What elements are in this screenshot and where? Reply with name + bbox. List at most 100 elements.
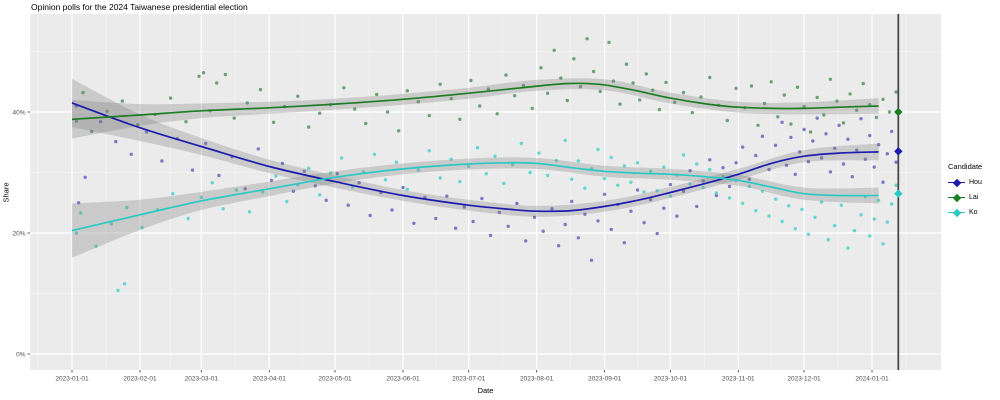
poll-point: [221, 207, 225, 211]
poll-point: [396, 129, 401, 133]
poll-point: [357, 181, 361, 185]
poll-point: [806, 232, 811, 236]
result-marker-ko: [894, 189, 903, 198]
poll-point: [596, 147, 600, 152]
poll-point: [852, 228, 857, 233]
poll-point: [296, 94, 300, 99]
poll-point: [841, 162, 846, 166]
poll-point: [545, 91, 550, 95]
poll-point: [690, 110, 694, 115]
poll-point: [815, 95, 819, 100]
poll-point: [291, 189, 296, 193]
poll-point: [793, 227, 797, 231]
x-tick-label: 2023-12-01: [787, 376, 821, 383]
poll-point: [754, 208, 758, 213]
poll-point: [583, 212, 587, 216]
poll-point: [881, 97, 885, 102]
poll-point: [855, 148, 859, 152]
poll-point: [184, 120, 188, 124]
poll-point: [307, 166, 311, 170]
poll-point: [521, 83, 526, 88]
poll-point: [635, 188, 640, 192]
poll-point: [846, 137, 850, 141]
poll-point: [563, 222, 567, 227]
poll-point: [245, 101, 249, 105]
poll-point: [657, 107, 662, 112]
poll-point: [793, 172, 797, 176]
poll-point: [741, 145, 745, 149]
y-tick-label: 20%: [12, 230, 25, 237]
confidence-ribbon-lai: [72, 78, 879, 139]
poll-point: [513, 94, 517, 98]
poll-point: [596, 219, 600, 223]
poll-point: [390, 208, 394, 212]
poll-point: [828, 170, 833, 174]
poll-point: [890, 129, 894, 134]
poll-point: [885, 152, 889, 156]
poll-point: [747, 184, 751, 189]
poll-point: [280, 161, 285, 166]
poll-point: [462, 205, 466, 209]
plot-panel: [30, 14, 941, 370]
poll-point: [648, 169, 653, 173]
poll-point: [328, 171, 333, 175]
poll-point: [868, 234, 872, 238]
poll-point: [550, 207, 554, 211]
poll-point: [368, 213, 372, 218]
poll-point: [339, 156, 344, 160]
poll-point: [510, 162, 515, 167]
poll-point: [416, 100, 420, 104]
x-tick-label: 2023-10-01: [654, 376, 688, 383]
poll-point: [190, 168, 195, 172]
legend-title: Candidate: [948, 162, 983, 171]
poll-point: [826, 238, 830, 242]
poll-point: [688, 182, 692, 186]
poll-point: [120, 99, 125, 103]
poll-point: [688, 169, 692, 173]
poll-point: [554, 158, 559, 163]
poll-point: [681, 90, 686, 95]
poll-point: [559, 76, 563, 80]
poll-point: [602, 176, 607, 181]
poll-point: [90, 129, 94, 134]
poll-point: [364, 121, 368, 126]
legend-label-hou: Hou: [969, 179, 982, 186]
x-tick-label: 2023-09-01: [588, 376, 622, 383]
poll-point: [874, 115, 879, 120]
x-tick-label: 2023-08-01: [520, 376, 554, 383]
poll-point: [576, 159, 580, 163]
poll-point: [609, 227, 613, 232]
poll-point: [217, 173, 221, 178]
poll-point: [734, 86, 738, 91]
legend-item-hou: Hou: [948, 175, 982, 190]
poll-point: [412, 221, 416, 225]
poll-point: [578, 84, 583, 89]
poll-point: [885, 220, 889, 224]
scatter-points-hou: [74, 104, 898, 262]
poll-point: [708, 75, 712, 80]
lai-marker-icon: [948, 192, 965, 204]
legend-label-lai: Lai: [969, 194, 979, 201]
poll-point: [186, 216, 190, 221]
poll-point: [385, 110, 390, 114]
poll-point: [94, 244, 98, 248]
poll-point: [638, 98, 642, 102]
poll-point: [815, 116, 819, 120]
poll-point: [756, 123, 760, 128]
poll-point: [83, 175, 87, 179]
poll-point: [506, 224, 510, 228]
poll-point: [493, 154, 497, 158]
poll-point: [168, 96, 173, 100]
poll-point: [701, 185, 705, 190]
poll-point: [565, 98, 569, 103]
poll-point: [199, 195, 203, 199]
poll-point: [668, 182, 673, 187]
poll-point: [438, 176, 442, 180]
poll-point: [675, 214, 679, 218]
poll-point: [109, 222, 114, 226]
poll-point: [261, 190, 265, 194]
poll-point: [532, 215, 537, 219]
poll-point: [445, 194, 449, 198]
x-tick-label: 2023-07-01: [452, 376, 486, 383]
